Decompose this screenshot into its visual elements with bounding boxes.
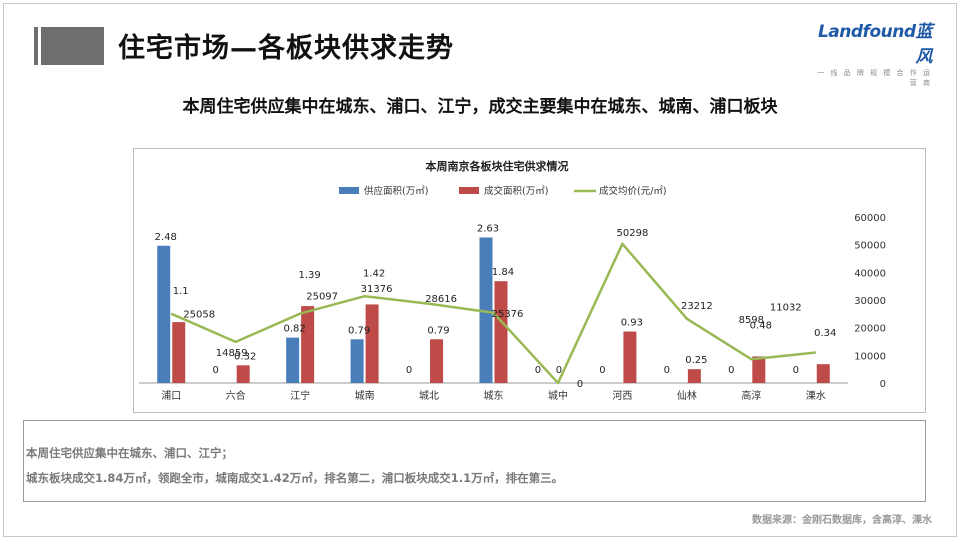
bar-deal-溧水 bbox=[816, 364, 830, 383]
label-deal-浦口: 1.1 bbox=[173, 286, 189, 297]
label-supply-城北: 0 bbox=[406, 365, 412, 376]
bar-deal-城北 bbox=[430, 339, 444, 383]
summary-line-1: 本周住宅供应集中在城东、浦口、江宁； bbox=[26, 446, 233, 460]
label-supply-仙林: 0 bbox=[664, 365, 670, 376]
label-deal-城北: 0.79 bbox=[427, 325, 449, 336]
title-accent-block bbox=[34, 27, 104, 65]
y-right-tick: 0 bbox=[880, 379, 886, 390]
x-tick-label: 城北 bbox=[419, 390, 439, 402]
page-title: 住宅市场—各板块供求走势 bbox=[118, 33, 454, 64]
label-supply-城东: 2.63 bbox=[477, 223, 499, 234]
bar-deal-仙林 bbox=[687, 369, 701, 383]
x-tick-label: 江宁 bbox=[290, 389, 310, 402]
x-tick-label: 城南 bbox=[355, 389, 375, 402]
label-supply-溧水: 0 bbox=[793, 365, 799, 376]
bar-supply-城南 bbox=[350, 339, 364, 383]
bar-deal-城南 bbox=[365, 304, 379, 383]
legend-label-2: 成交均价(元/㎡) bbox=[599, 185, 667, 197]
bar-deal-河西 bbox=[623, 331, 637, 383]
y-right-tick: 20000 bbox=[854, 324, 886, 335]
label-price-城南: 31376 bbox=[361, 284, 393, 295]
x-tick-label: 高淳 bbox=[741, 389, 761, 402]
chart-title: 本周南京各板块住宅供求情况 bbox=[426, 159, 569, 173]
legend-swatch-1 bbox=[459, 187, 479, 194]
x-tick-label: 河西 bbox=[612, 390, 632, 402]
x-tick-label: 溧水 bbox=[806, 389, 826, 402]
summary-line-2: 城东板块成交1.84万㎡，领跑全市，城南成交1.42万㎡，排名第二，浦口板块成交… bbox=[26, 471, 564, 485]
x-tick-label: 城中 bbox=[548, 389, 568, 402]
label-deal-溧水: 0.34 bbox=[814, 328, 836, 339]
slide-frame bbox=[3, 3, 957, 537]
legend-label-1: 成交面积(万㎡) bbox=[484, 185, 548, 197]
page-subtitle: 本周住宅供应集中在城东、浦口、江宁，成交主要集中在城东、城南、浦口板块 bbox=[182, 97, 778, 117]
summary-box: 本周住宅供应集中在城东、浦口、江宁； 城东板块成交1.84万㎡，领跑全市，城南成… bbox=[23, 420, 926, 502]
y-right-tick: 10000 bbox=[854, 351, 886, 362]
label-price-仙林: 23212 bbox=[681, 301, 713, 312]
label-price-城东: 25376 bbox=[492, 309, 524, 320]
label-deal-河西: 0.93 bbox=[621, 318, 643, 329]
bar-deal-六合 bbox=[236, 365, 250, 383]
label-deal-六合: 0.32 bbox=[234, 351, 256, 362]
brand-logo: Landfound蓝风 一 线 品 牌 规 模 合 作 运 营 商 bbox=[812, 17, 932, 88]
y-right-tick: 40000 bbox=[854, 268, 886, 279]
label-deal-高淳: 0.48 bbox=[750, 320, 772, 331]
label-deal-江宁: 1.39 bbox=[299, 270, 321, 281]
label-price-城中: 0 bbox=[577, 379, 583, 390]
data-source-note: 数据来源：金刚石数据库，含高淳、溧水 bbox=[752, 515, 932, 526]
label-price-河西: 50298 bbox=[617, 228, 649, 239]
bar-supply-城东 bbox=[479, 237, 493, 383]
bar-supply-浦口 bbox=[157, 245, 171, 383]
bar-deal-浦口 bbox=[172, 322, 186, 383]
label-supply-城中: 0 bbox=[535, 365, 541, 376]
logo-tagline: 一 线 品 牌 规 模 合 作 运 营 商 bbox=[817, 69, 932, 87]
y-right-tick: 60000 bbox=[854, 213, 886, 224]
label-deal-城南: 1.42 bbox=[363, 268, 385, 279]
label-deal-城东: 1.84 bbox=[492, 267, 514, 278]
bar-deal-江宁 bbox=[301, 306, 315, 383]
label-supply-江宁: 0.82 bbox=[284, 324, 306, 335]
label-supply-河西: 0 bbox=[599, 365, 605, 376]
label-supply-高淳: 0 bbox=[728, 365, 734, 376]
x-tick-label: 浦口 bbox=[161, 389, 181, 402]
label-price-江宁: 25097 bbox=[306, 292, 338, 303]
legend-swatch-0 bbox=[339, 187, 359, 194]
label-supply-六合: 0 bbox=[212, 365, 218, 376]
y-right-tick: 30000 bbox=[854, 296, 886, 307]
line-avg-price bbox=[170, 242, 816, 385]
label-price-浦口: 25058 bbox=[183, 310, 215, 321]
x-tick-label: 六合 bbox=[226, 389, 246, 402]
y-right-tick: 50000 bbox=[854, 241, 886, 252]
x-tick-label: 城东 bbox=[484, 389, 504, 402]
label-supply-浦口: 2.48 bbox=[155, 232, 177, 243]
bar-deal-城东 bbox=[494, 281, 508, 383]
bar-supply-江宁 bbox=[286, 337, 300, 383]
label-deal-城中: 0 bbox=[556, 365, 562, 376]
label-supply-城南: 0.79 bbox=[348, 325, 370, 336]
label-deal-仙林: 0.25 bbox=[685, 355, 707, 366]
label-price-六合: 14859 bbox=[216, 348, 248, 359]
label-price-高淳: 8598 bbox=[739, 315, 764, 326]
bar-deal-高淳 bbox=[752, 356, 766, 383]
label-price-城北: 28616 bbox=[425, 294, 457, 305]
label-price-溧水: 11032 bbox=[770, 302, 802, 313]
logo-text: Landfound蓝风 bbox=[817, 22, 933, 67]
legend-label-0: 供应面积(万㎡) bbox=[364, 185, 428, 197]
x-tick-label: 仙林 bbox=[677, 389, 697, 402]
